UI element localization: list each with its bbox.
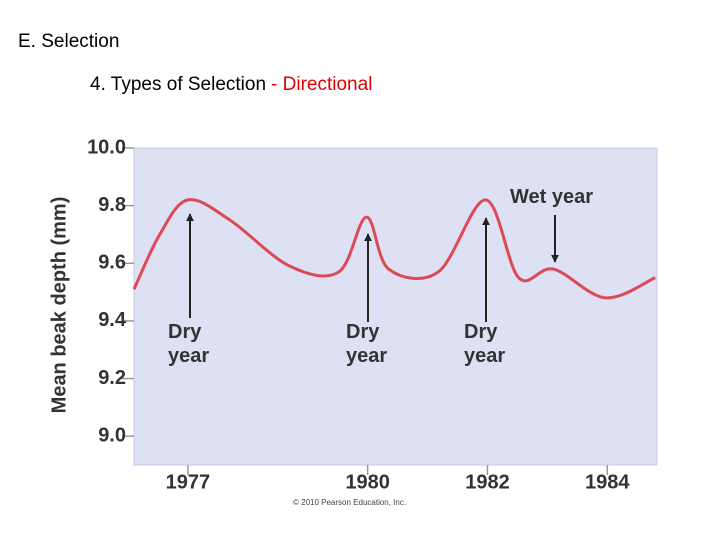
annotation: Wet year (510, 186, 594, 208)
plot-area (133, 147, 658, 466)
y-tick-label: 9.6 (98, 252, 126, 274)
x-tick-label: 1984 (585, 471, 630, 493)
slide-subheading: 4. Types of Selection - Directional (90, 74, 372, 96)
slide-heading: E. Selection (18, 31, 120, 52)
data-line (132, 198, 656, 300)
x-tick-label: 1980 (345, 471, 390, 493)
subheading-highlight: - Directional (271, 74, 373, 95)
y-tick-label: 9.2 (98, 367, 126, 389)
annotation: Dry year (464, 321, 506, 367)
y-tick-label: 10.0 (87, 136, 126, 158)
annotation: Dry year (346, 321, 388, 367)
y-tick-label: 9.8 (98, 194, 126, 216)
y-axis-label: Mean beak depth (mm) (48, 197, 70, 414)
source-note: © 2010 Pearson Education, Inc. (293, 498, 407, 507)
annotation: Dry year (168, 321, 210, 367)
x-tick-label: 1982 (465, 471, 510, 493)
x-tick-label: 1977 (166, 471, 211, 493)
y-tick-label: 9.4 (98, 309, 127, 331)
subheading-text: 4. Types of Selection (90, 74, 267, 95)
y-tick-label: 9.0 (98, 424, 126, 446)
